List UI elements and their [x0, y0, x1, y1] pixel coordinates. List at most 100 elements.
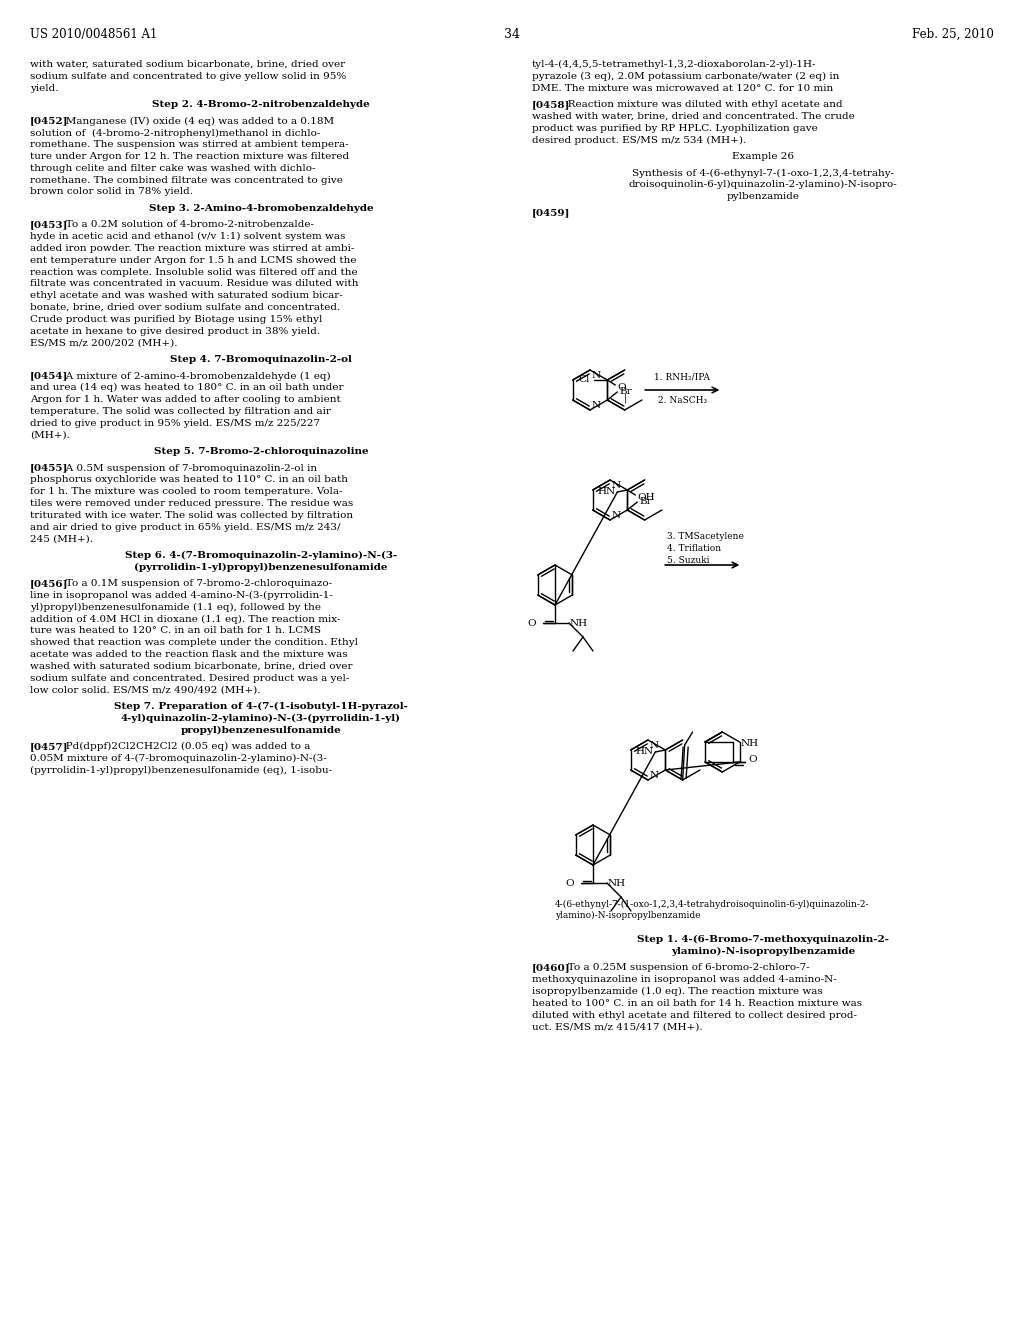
- Text: washed with water, brine, dried and concentrated. The crude: washed with water, brine, dried and conc…: [532, 112, 855, 121]
- Text: 4. Triflation: 4. Triflation: [668, 544, 722, 553]
- Text: tiles were removed under reduced pressure. The residue was: tiles were removed under reduced pressur…: [30, 499, 353, 508]
- Text: Step 6. 4-(7-Bromoquinazolin-2-ylamino)-N-(3-: Step 6. 4-(7-Bromoquinazolin-2-ylamino)-…: [125, 550, 397, 560]
- Text: Step 7. Preparation of 4-(7-(1-isobutyl-1H-pyrazol-: Step 7. Preparation of 4-(7-(1-isobutyl-…: [114, 702, 408, 711]
- Text: Crude product was purified by Biotage using 15% ethyl: Crude product was purified by Biotage us…: [30, 315, 323, 323]
- Text: pylbenzamide: pylbenzamide: [726, 193, 800, 201]
- Text: low color solid. ES/MS m/z 490/492 (MH+).: low color solid. ES/MS m/z 490/492 (MH+)…: [30, 685, 260, 694]
- Text: NH: NH: [741, 739, 759, 748]
- Text: A 0.5M suspension of 7-bromoquinazolin-2-ol in: A 0.5M suspension of 7-bromoquinazolin-2…: [56, 463, 317, 473]
- Text: romethane. The combined filtrate was concentrated to give: romethane. The combined filtrate was con…: [30, 176, 343, 185]
- Text: for 1 h. The mixture was cooled to room temperature. Vola-: for 1 h. The mixture was cooled to room …: [30, 487, 342, 496]
- Text: addition of 4.0M HCl in dioxane (1.1 eq). The reaction mix-: addition of 4.0M HCl in dioxane (1.1 eq)…: [30, 615, 341, 624]
- Text: ture was heated to 120° C. in an oil bath for 1 h. LCMS: ture was heated to 120° C. in an oil bat…: [30, 627, 321, 635]
- Text: 245 (MH+).: 245 (MH+).: [30, 535, 93, 544]
- Text: methoxyquinazoline in isopropanol was added 4-amino-N-: methoxyquinazoline in isopropanol was ad…: [532, 975, 837, 985]
- Text: Step 1. 4-(6-Bromo-7-methoxyquinazolin-2-: Step 1. 4-(6-Bromo-7-methoxyquinazolin-2…: [637, 935, 889, 944]
- Text: uct. ES/MS m/z 415/417 (MH+).: uct. ES/MS m/z 415/417 (MH+).: [532, 1022, 702, 1031]
- Text: line in isopropanol was added 4-amino-N-(3-(pyrrolidin-1-: line in isopropanol was added 4-amino-N-…: [30, 591, 333, 601]
- Text: [0453]: [0453]: [30, 220, 69, 230]
- Text: reaction was complete. Insoluble solid was filtered off and the: reaction was complete. Insoluble solid w…: [30, 268, 357, 277]
- Text: hyde in acetic acid and ethanol (v/v 1:1) solvent system was: hyde in acetic acid and ethanol (v/v 1:1…: [30, 232, 345, 242]
- Text: A mixture of 2-amino-4-bromobenzaldehyde (1 eq): A mixture of 2-amino-4-bromobenzaldehyde…: [56, 371, 331, 380]
- Text: showed that reaction was complete under the condition. Ethyl: showed that reaction was complete under …: [30, 638, 358, 647]
- Text: [0459]: [0459]: [532, 209, 570, 218]
- Text: HN: HN: [597, 487, 615, 496]
- Text: To a 0.1M suspension of 7-bromo-2-chloroquinazo-: To a 0.1M suspension of 7-bromo-2-chloro…: [56, 579, 332, 589]
- Text: Br: Br: [620, 388, 632, 396]
- Text: triturated with ice water. The solid was collected by filtration: triturated with ice water. The solid was…: [30, 511, 353, 520]
- Text: 1. RNH₂/IPA: 1. RNH₂/IPA: [654, 374, 711, 381]
- Text: OH: OH: [637, 494, 655, 503]
- Text: 5. Suzuki: 5. Suzuki: [668, 556, 710, 565]
- Text: NH: NH: [570, 619, 588, 627]
- Text: acetate was added to the reaction flask and the mixture was: acetate was added to the reaction flask …: [30, 649, 347, 659]
- Text: filtrate was concentrated in vacuum. Residue was diluted with: filtrate was concentrated in vacuum. Res…: [30, 280, 358, 289]
- Text: product was purified by RP HPLC. Lyophilization gave: product was purified by RP HPLC. Lyophil…: [532, 124, 818, 133]
- Text: O: O: [565, 879, 574, 887]
- Text: pyrazole (3 eq), 2.0M potassium carbonate/water (2 eq) in: pyrazole (3 eq), 2.0M potassium carbonat…: [532, 71, 840, 81]
- Text: Step 3. 2-Amino-4-bromobenzaldehyde: Step 3. 2-Amino-4-bromobenzaldehyde: [148, 205, 374, 213]
- Text: isopropylbenzamide (1.0 eq). The reaction mixture was: isopropylbenzamide (1.0 eq). The reactio…: [532, 987, 822, 997]
- Text: yl)propyl)benzenesulfonamide (1.1 eq), followed by the: yl)propyl)benzenesulfonamide (1.1 eq), f…: [30, 603, 321, 612]
- Text: Example 26: Example 26: [732, 152, 794, 161]
- Text: To a 0.2M solution of 4-bromo-2-nitrobenzalde-: To a 0.2M solution of 4-bromo-2-nitroben…: [56, 220, 314, 230]
- Text: 34: 34: [504, 28, 520, 41]
- Text: Argon for 1 h. Water was added to after cooling to ambient: Argon for 1 h. Water was added to after …: [30, 395, 341, 404]
- Text: 4-(6-ethynyl-7-(1-oxo-1,2,3,4-tetrahydroisoquinolin-6-yl)quinazolin-2-: 4-(6-ethynyl-7-(1-oxo-1,2,3,4-tetrahydro…: [555, 900, 869, 909]
- Text: [0457]: [0457]: [30, 742, 69, 751]
- Text: Synthesis of 4-(6-ethynyl-7-(1-oxo-1,2,3,4-tetrahy-: Synthesis of 4-(6-ethynyl-7-(1-oxo-1,2,3…: [632, 169, 894, 178]
- Text: washed with saturated sodium bicarbonate, brine, dried over: washed with saturated sodium bicarbonate…: [30, 661, 352, 671]
- Text: ent temperature under Argon for 1.5 h and LCMS showed the: ent temperature under Argon for 1.5 h an…: [30, 256, 356, 265]
- Text: N: N: [612, 480, 622, 490]
- Text: through celite and filter cake was washed with dichlo-: through celite and filter cake was washe…: [30, 164, 315, 173]
- Text: O: O: [527, 619, 536, 627]
- Text: Step 5. 7-Bromo-2-chloroquinazoline: Step 5. 7-Bromo-2-chloroquinazoline: [154, 447, 369, 455]
- Text: Reaction mixture was diluted with ethyl acetate and: Reaction mixture was diluted with ethyl …: [558, 100, 843, 110]
- Text: [0456]: [0456]: [30, 579, 69, 589]
- Text: bonate, brine, dried over sodium sulfate and concentrated.: bonate, brine, dried over sodium sulfate…: [30, 304, 340, 312]
- Text: phosphorus oxychloride was heated to 110° C. in an oil bath: phosphorus oxychloride was heated to 110…: [30, 475, 348, 484]
- Text: dried to give product in 95% yield. ES/MS m/z 225/227: dried to give product in 95% yield. ES/M…: [30, 418, 319, 428]
- Text: 0.05M mixture of 4-(7-bromoquinazolin-2-ylamino)-N-(3-: 0.05M mixture of 4-(7-bromoquinazolin-2-…: [30, 754, 327, 763]
- Text: sodium sulfate and concentrated to give yellow solid in 95%: sodium sulfate and concentrated to give …: [30, 71, 346, 81]
- Text: desired product. ES/MS m/z 534 (MH+).: desired product. ES/MS m/z 534 (MH+).: [532, 136, 746, 145]
- Text: romethane. The suspension was stirred at ambient tempera-: romethane. The suspension was stirred at…: [30, 140, 348, 149]
- Text: [0452]: [0452]: [30, 116, 69, 125]
- Text: NH: NH: [608, 879, 626, 887]
- Text: and air dried to give product in 65% yield. ES/MS m/z 243/: and air dried to give product in 65% yie…: [30, 523, 341, 532]
- Text: Feb. 25, 2010: Feb. 25, 2010: [912, 28, 994, 41]
- Text: ethyl acetate and was washed with saturated sodium bicar-: ethyl acetate and was washed with satura…: [30, 292, 343, 300]
- Text: (pyrrolidin-1-yl)propyl)benzenesulfonamide (eq), 1-isobu-: (pyrrolidin-1-yl)propyl)benzenesulfonami…: [30, 766, 332, 775]
- Text: yield.: yield.: [30, 83, 58, 92]
- Text: and urea (14 eq) was heated to 180° C. in an oil bath under: and urea (14 eq) was heated to 180° C. i…: [30, 383, 343, 392]
- Text: Cl: Cl: [579, 375, 590, 384]
- Text: N: N: [650, 771, 659, 780]
- Text: 3. TMSacetylene: 3. TMSacetylene: [668, 532, 744, 541]
- Text: Br: Br: [639, 498, 652, 507]
- Text: ylamino)-N-isopropylbenzamide: ylamino)-N-isopropylbenzamide: [555, 911, 700, 920]
- Text: Manganese (IV) oxide (4 eq) was added to a 0.18M: Manganese (IV) oxide (4 eq) was added to…: [56, 116, 334, 125]
- Text: 2. NaSCH₃: 2. NaSCH₃: [657, 396, 707, 405]
- Text: HN: HN: [635, 747, 653, 756]
- Text: N: N: [592, 371, 601, 380]
- Text: O: O: [617, 384, 626, 392]
- Text: droisoquinolin-6-yl)quinazolin-2-ylamino)-N-isopro-: droisoquinolin-6-yl)quinazolin-2-ylamino…: [629, 181, 897, 190]
- Text: sodium sulfate and concentrated. Desired product was a yel-: sodium sulfate and concentrated. Desired…: [30, 673, 349, 682]
- Text: ES/MS m/z 200/202 (MH+).: ES/MS m/z 200/202 (MH+).: [30, 338, 177, 347]
- Text: (MH+).: (MH+).: [30, 430, 70, 440]
- Text: ylamino)-N-isopropylbenzamide: ylamino)-N-isopropylbenzamide: [671, 946, 855, 956]
- Text: tyl-4-(4,4,5,5-tetramethyl-1,3,2-dioxaborolan-2-yl)-1H-: tyl-4-(4,4,5,5-tetramethyl-1,3,2-dioxabo…: [532, 59, 816, 69]
- Text: [0454]: [0454]: [30, 371, 69, 380]
- Text: N: N: [612, 511, 622, 520]
- Text: US 2010/0048561 A1: US 2010/0048561 A1: [30, 28, 158, 41]
- Text: |: |: [624, 393, 627, 403]
- Text: Pd(dppf)2Cl2CH2Cl2 (0.05 eq) was added to a: Pd(dppf)2Cl2CH2Cl2 (0.05 eq) was added t…: [56, 742, 310, 751]
- Text: ture under Argon for 12 h. The reaction mixture was filtered: ture under Argon for 12 h. The reaction …: [30, 152, 349, 161]
- Text: heated to 100° C. in an oil bath for 14 h. Reaction mixture was: heated to 100° C. in an oil bath for 14 …: [532, 999, 862, 1007]
- Text: acetate in hexane to give desired product in 38% yield.: acetate in hexane to give desired produc…: [30, 326, 321, 335]
- Text: N: N: [650, 741, 659, 750]
- Text: (pyrrolidin-1-yl)propyl)benzenesulfonamide: (pyrrolidin-1-yl)propyl)benzenesulfonami…: [134, 562, 388, 572]
- Text: N: N: [592, 400, 601, 409]
- Text: diluted with ethyl acetate and filtered to collect desired prod-: diluted with ethyl acetate and filtered …: [532, 1011, 857, 1019]
- Text: 4-yl)quinazolin-2-ylamino)-N-(3-(pyrrolidin-1-yl): 4-yl)quinazolin-2-ylamino)-N-(3-(pyrroli…: [121, 714, 401, 723]
